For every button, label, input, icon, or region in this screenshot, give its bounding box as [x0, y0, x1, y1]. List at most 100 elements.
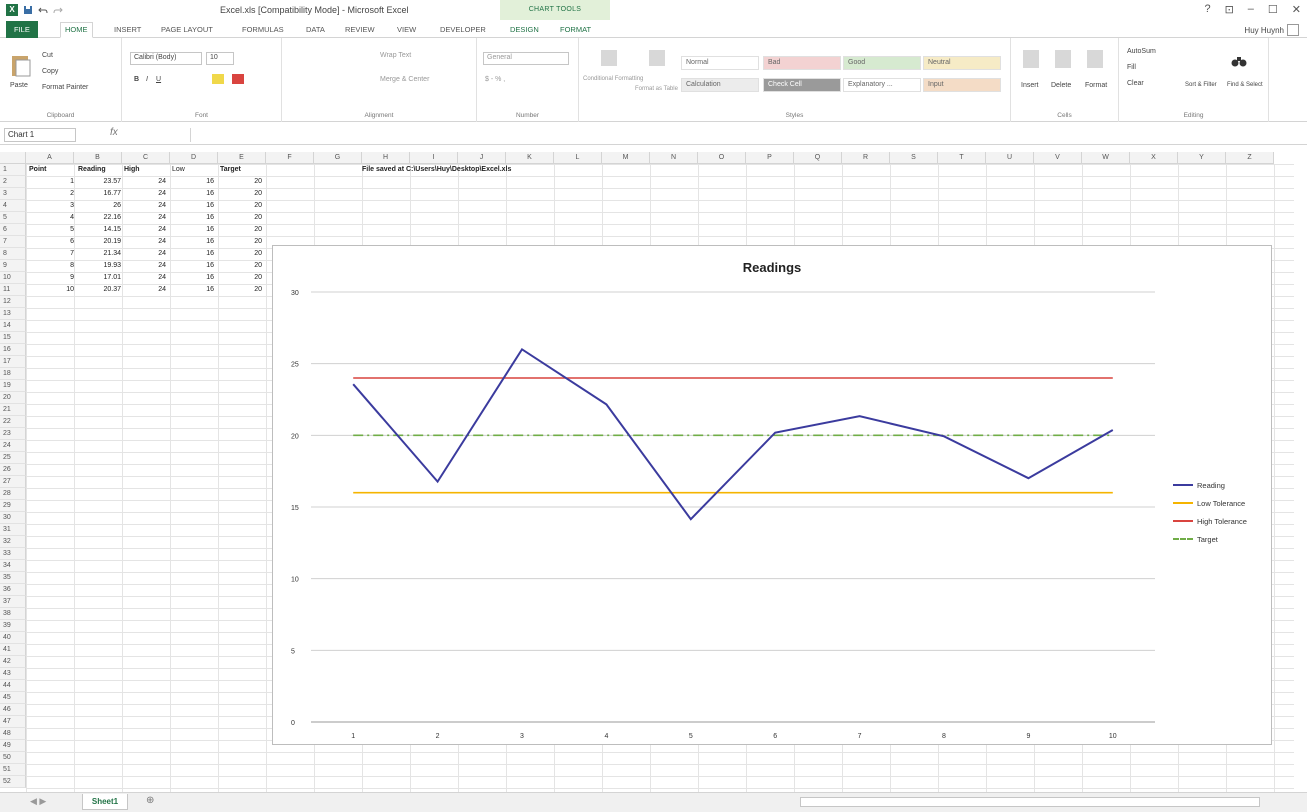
table-cell[interactable]: 16: [206, 214, 214, 221]
binoculars-icon[interactable]: [1231, 52, 1247, 68]
table-cell[interactable]: 16: [206, 286, 214, 293]
bold-button[interactable]: B: [134, 76, 140, 83]
row-header[interactable]: 38: [0, 608, 26, 620]
number-format-buttons[interactable]: $ - % ,: [485, 76, 506, 83]
cut-button[interactable]: Cut: [42, 52, 53, 59]
sheet-tab-sheet1[interactable]: Sheet1: [82, 794, 128, 810]
style-good[interactable]: Good: [843, 56, 921, 70]
row-header[interactable]: 18: [0, 368, 26, 380]
row-header[interactable]: 35: [0, 572, 26, 584]
style-calculation[interactable]: Calculation: [681, 78, 759, 92]
minimize-button[interactable]: –: [1247, 3, 1254, 15]
style-normal[interactable]: Normal: [681, 56, 759, 70]
row-header[interactable]: 9: [0, 260, 26, 272]
table-cell[interactable]: 4: [70, 214, 74, 221]
file-saved-note[interactable]: File saved at C:\Users\Huy\Desktop\Excel…: [362, 166, 512, 173]
add-sheet-button[interactable]: ⊕: [146, 795, 155, 806]
row-header[interactable]: 49: [0, 740, 26, 752]
style-explanatory[interactable]: Explanatory ...: [843, 78, 921, 92]
table-cell[interactable]: 16: [206, 274, 214, 281]
table-cell[interactable]: 19.93: [103, 262, 121, 269]
row-header[interactable]: 42: [0, 656, 26, 668]
italic-button[interactable]: I: [146, 76, 148, 83]
table-cell[interactable]: 3: [70, 202, 74, 209]
column-header-h[interactable]: H: [362, 152, 410, 164]
table-cell[interactable]: 24: [158, 214, 166, 221]
row-header[interactable]: 5: [0, 212, 26, 224]
table-cell[interactable]: 14.15: [103, 226, 121, 233]
table-cell[interactable]: 16: [206, 262, 214, 269]
table-cell[interactable]: 20: [254, 214, 262, 221]
row-header[interactable]: 45: [0, 692, 26, 704]
autosum-button[interactable]: AutoSum: [1127, 48, 1156, 55]
column-header-d[interactable]: D: [170, 152, 218, 164]
paste-button[interactable]: Paste: [10, 82, 28, 89]
paste-icon[interactable]: [10, 52, 32, 78]
save-icon[interactable]: [23, 5, 33, 15]
wrap-text-button[interactable]: Wrap Text: [380, 52, 412, 59]
fill-button[interactable]: Fill: [1127, 64, 1136, 71]
header-high[interactable]: High: [124, 166, 140, 173]
chart-title[interactable]: Readings: [742, 260, 802, 275]
table-cell[interactable]: 10: [66, 286, 74, 293]
format-icon[interactable]: [1087, 50, 1103, 68]
table-cell[interactable]: 20: [254, 178, 262, 185]
column-header-j[interactable]: J: [458, 152, 506, 164]
row-header[interactable]: 25: [0, 452, 26, 464]
tab-insert[interactable]: INSERT: [114, 25, 142, 34]
row-header[interactable]: 29: [0, 500, 26, 512]
column-header-k[interactable]: K: [506, 152, 554, 164]
row-header[interactable]: 22: [0, 416, 26, 428]
header-reading[interactable]: Reading: [78, 166, 106, 173]
table-cell[interactable]: 16.77: [103, 190, 121, 197]
row-header[interactable]: 51: [0, 764, 26, 776]
user-account[interactable]: Huy Huynh: [1244, 24, 1299, 36]
style-bad[interactable]: Bad: [763, 56, 841, 70]
conditional-formatting-button[interactable]: Conditional Formatting: [583, 76, 644, 82]
format-as-table-icon[interactable]: [649, 50, 665, 66]
column-header-z[interactable]: Z: [1226, 152, 1274, 164]
header-low[interactable]: Low: [172, 166, 185, 173]
row-header[interactable]: 6: [0, 224, 26, 236]
row-header[interactable]: 4: [0, 200, 26, 212]
insert-button[interactable]: Insert: [1021, 82, 1039, 89]
column-header-n[interactable]: N: [650, 152, 698, 164]
conditional-formatting-icon[interactable]: [601, 50, 617, 66]
font-name-select[interactable]: Calibri (Body): [130, 52, 202, 65]
column-header-o[interactable]: O: [698, 152, 746, 164]
name-box[interactable]: Chart 1: [4, 128, 76, 142]
table-cell[interactable]: 16: [206, 178, 214, 185]
function-icon[interactable]: fx: [110, 127, 118, 138]
table-cell[interactable]: 20: [254, 202, 262, 209]
underline-button[interactable]: U: [156, 76, 162, 83]
column-header-w[interactable]: W: [1082, 152, 1130, 164]
row-header[interactable]: 17: [0, 356, 26, 368]
column-header-x[interactable]: X: [1130, 152, 1178, 164]
row-header[interactable]: 20: [0, 392, 26, 404]
row-header[interactable]: 21: [0, 404, 26, 416]
ribbon-display-button[interactable]: ⊡: [1224, 4, 1234, 16]
column-header-b[interactable]: B: [74, 152, 122, 164]
header-point[interactable]: Point: [29, 166, 47, 173]
row-header[interactable]: 10: [0, 272, 26, 284]
tab-home[interactable]: HOME: [60, 22, 93, 38]
font-color-icon[interactable]: [232, 74, 244, 84]
merge-center-button[interactable]: Merge & Center: [380, 76, 430, 83]
tab-data[interactable]: DATA: [306, 25, 325, 34]
table-cell[interactable]: 8: [70, 262, 74, 269]
table-cell[interactable]: 2: [70, 190, 74, 197]
row-header[interactable]: 13: [0, 308, 26, 320]
row-header[interactable]: 27: [0, 476, 26, 488]
sheet-nav-arrows[interactable]: ◀ ▶: [30, 796, 47, 806]
table-cell[interactable]: 5: [70, 226, 74, 233]
tab-design[interactable]: DESIGN: [510, 25, 539, 34]
column-header-q[interactable]: Q: [794, 152, 842, 164]
readings-chart[interactable]: Readings 0 5 10 15 20 25 30 1 2 3 4 5 6 7 8 9 10 Reading…: [272, 245, 1272, 745]
table-cell[interactable]: 16: [206, 238, 214, 245]
row-header[interactable]: 46: [0, 704, 26, 716]
copy-button[interactable]: Copy: [42, 68, 59, 75]
table-cell[interactable]: 6: [70, 238, 74, 245]
format-painter-button[interactable]: Format Painter: [42, 84, 89, 91]
style-input[interactable]: Input: [923, 78, 1001, 92]
row-header[interactable]: 24: [0, 440, 26, 452]
